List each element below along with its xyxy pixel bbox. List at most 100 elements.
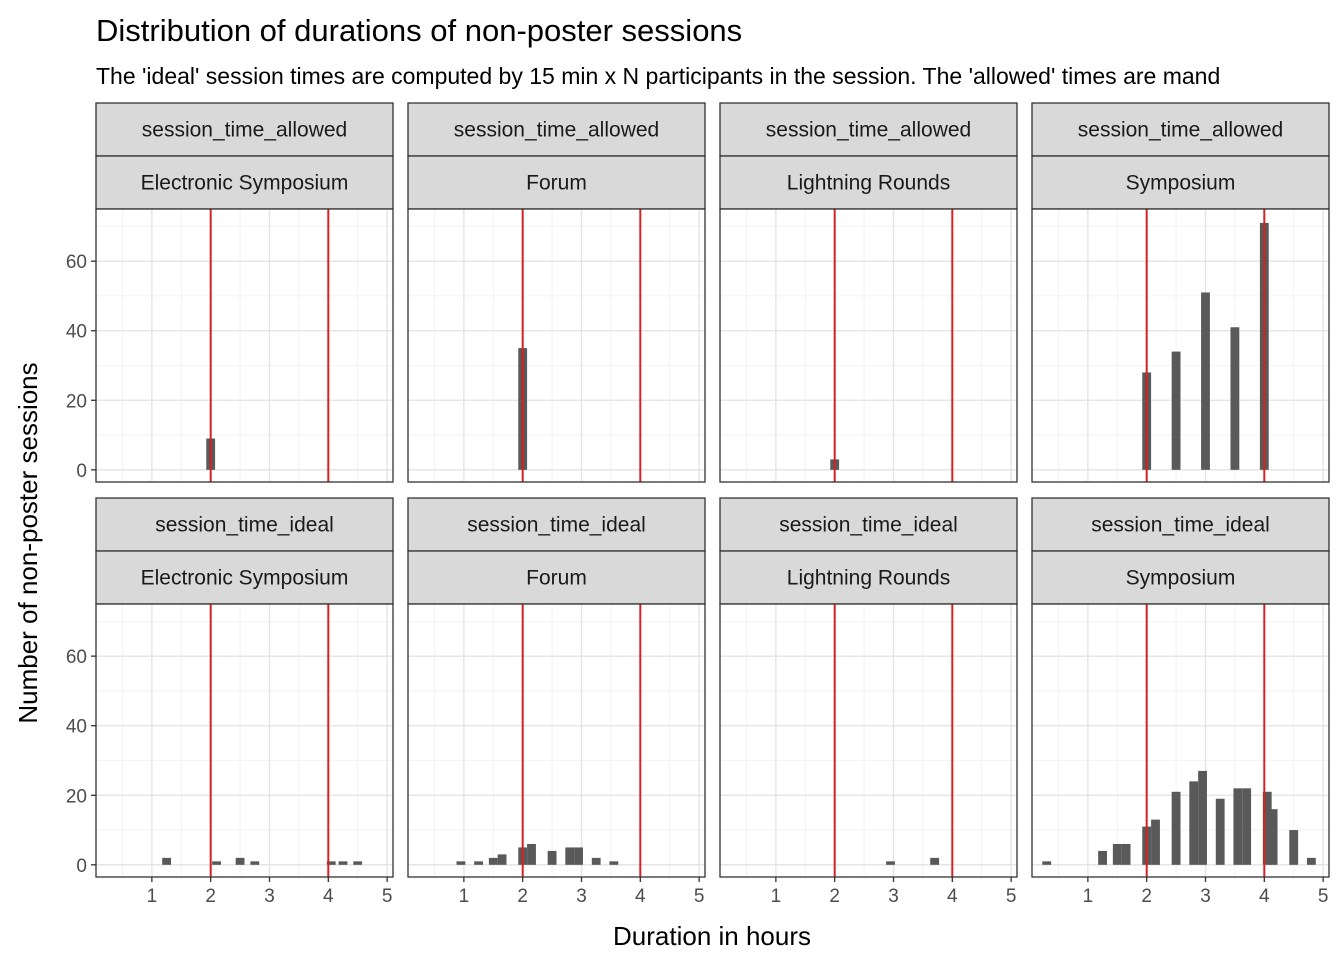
histogram-bar [1306, 857, 1316, 865]
panel-session-time-ideal-electronic-symposium: session_time_ideal Electronic Symposium 0 2… [66, 497, 394, 907]
histogram-bar [1151, 819, 1160, 865]
strip-col-box [95, 550, 394, 605]
panel-session-time-allowed-electronic-symposium: session_time_allowed Electronic Symposium… [66, 102, 394, 483]
histogram-bar [1171, 351, 1181, 470]
strip-col-box [407, 550, 706, 605]
x-tick-label: 1 [459, 886, 470, 907]
y-tick-label: 60 [66, 647, 87, 668]
x-tick-label: 2 [1141, 886, 1152, 907]
x-tick-label: 3 [576, 886, 587, 907]
strip-col-label: Forum [526, 172, 587, 195]
chart-subtitle: The 'ideal' session times are computed b… [96, 63, 1220, 89]
strip-col-box [1031, 155, 1330, 210]
histogram-bar [1112, 843, 1122, 865]
panel-background [96, 604, 393, 877]
panel-session-time-allowed-lightning-rounds: session_time_allowed Lightning Rounds [719, 102, 1018, 483]
histogram-bar [886, 861, 895, 865]
panel-session-time-ideal-symposium: session_time_ideal Symposium 1 2 3 4 5 [1031, 497, 1330, 907]
panel-border [719, 603, 1018, 878]
strip-row-label: session_time_allowed [1078, 119, 1283, 142]
strip-row-label: session_time_ideal [467, 514, 646, 537]
panel-border [95, 208, 394, 483]
histogram-bar [1201, 292, 1210, 470]
strip-row-label: session_time_ideal [155, 514, 334, 537]
strip-col-label: Forum [526, 567, 587, 590]
histogram-bar [1262, 791, 1272, 865]
strip-row-box [95, 497, 394, 552]
strip-col-box [407, 155, 706, 210]
panel-session-time-allowed-symposium: session_time_allowed Symposium [1031, 102, 1330, 483]
histogram-bar [212, 861, 221, 865]
histogram-bar [1289, 830, 1299, 865]
x-tick-label: 2 [517, 886, 528, 907]
histogram-bar [456, 861, 466, 865]
strip-col-label: Lightning Rounds [787, 567, 950, 590]
x-tick-label: 4 [323, 886, 334, 907]
strip-row-box [95, 102, 394, 157]
histogram-bar [497, 854, 507, 865]
panel-border [407, 603, 706, 878]
histogram-bar [474, 861, 483, 865]
histogram-bar [1121, 843, 1131, 865]
histogram-bar [1042, 861, 1052, 865]
histogram-bar [1171, 791, 1181, 865]
histogram-bar [338, 861, 348, 865]
strip-row-box [1031, 497, 1330, 552]
y-tick-label: 20 [66, 391, 87, 412]
y-tick-label: 0 [76, 856, 87, 877]
histogram-bar [1215, 798, 1225, 865]
histogram-bar [1098, 850, 1107, 865]
histogram-bar [1233, 788, 1243, 865]
strip-row-label: session_time_ideal [1091, 514, 1270, 537]
histogram-bar [574, 847, 583, 865]
panel-background [96, 209, 393, 482]
panel-session-time-ideal-forum: session_time_ideal Forum 1 2 3 4 5 [407, 497, 706, 907]
strip-col-box [95, 155, 394, 210]
x-tick-label: 5 [382, 886, 393, 907]
strip-col-label: Symposium [1126, 567, 1236, 590]
panel-background [408, 604, 705, 877]
histogram-bar [353, 861, 363, 865]
strip-col-label: Lightning Rounds [787, 172, 950, 195]
histogram-bar [1268, 809, 1278, 865]
strip-row-label: session_time_ideal [779, 514, 958, 537]
x-tick-label: 4 [635, 886, 646, 907]
strip-row-box [719, 497, 1018, 552]
y-tick-label: 60 [66, 252, 87, 273]
x-tick-label: 3 [264, 886, 275, 907]
panel-border [719, 208, 1018, 483]
y-axis-title: Number of non-poster sessions [13, 362, 43, 723]
x-tick-label: 5 [1006, 886, 1017, 907]
y-tick-label: 20 [66, 786, 87, 807]
histogram-bar [162, 857, 171, 865]
x-tick-label: 1 [147, 886, 158, 907]
y-tick-label: 0 [76, 461, 87, 482]
strip-row-box [407, 497, 706, 552]
x-tick-label: 1 [771, 886, 782, 907]
histogram-bar [250, 861, 260, 865]
x-tick-label: 4 [947, 886, 958, 907]
panel-border [95, 603, 394, 878]
histogram-bar [1198, 770, 1207, 865]
strip-row-box [407, 102, 706, 157]
panel-border [1031, 603, 1330, 878]
strip-col-box [719, 550, 1018, 605]
x-tick-label: 1 [1083, 886, 1094, 907]
panel-session-time-ideal-lightning-rounds: session_time_ideal Lightning Rounds 1 2 3 4 5 [719, 497, 1018, 907]
x-tick-label: 3 [1200, 886, 1211, 907]
histogram-bar [930, 857, 940, 865]
x-tick-label: 5 [694, 886, 705, 907]
strip-row-label: session_time_allowed [454, 119, 659, 142]
x-tick-label: 3 [888, 886, 899, 907]
panel-border [407, 208, 706, 483]
panel-background [720, 209, 1017, 482]
histogram-bar [1189, 781, 1199, 865]
histogram-bar [547, 850, 557, 865]
x-axis-title: Duration in hours [613, 921, 811, 951]
chart-title: Distribution of durations of non-poster … [96, 13, 742, 48]
strip-row-box [1031, 102, 1330, 157]
histogram-bar [326, 861, 336, 865]
histogram-bar [1242, 788, 1252, 865]
x-tick-label: 5 [1318, 886, 1329, 907]
